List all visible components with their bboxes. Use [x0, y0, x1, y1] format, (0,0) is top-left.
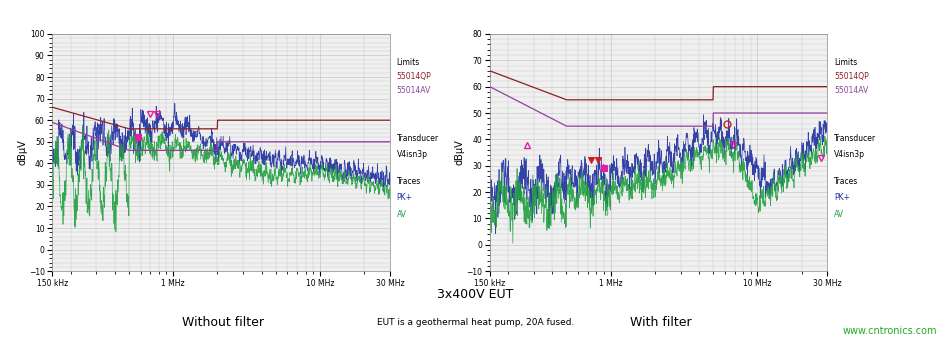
Text: V4isn3p: V4isn3p [834, 151, 865, 159]
Text: 55014AV: 55014AV [834, 86, 868, 95]
Text: PK+: PK+ [834, 193, 850, 202]
Text: With filter: With filter [631, 316, 691, 328]
Y-axis label: dBµV: dBµV [455, 140, 465, 165]
Text: Without filter: Without filter [183, 316, 264, 328]
Text: www.cntronics.com: www.cntronics.com [843, 326, 937, 336]
Text: EUT is a geothermal heat pump, 20A fused.: EUT is a geothermal heat pump, 20A fused… [377, 318, 574, 326]
Text: Limits: Limits [834, 58, 858, 67]
Text: 3x400V EUT: 3x400V EUT [437, 288, 514, 301]
Text: PK+: PK+ [397, 193, 413, 202]
Text: AV: AV [397, 210, 407, 219]
Text: Traces: Traces [397, 177, 421, 185]
Y-axis label: dBµV: dBµV [17, 140, 28, 165]
Text: 55014QP: 55014QP [397, 72, 432, 81]
Text: Traces: Traces [834, 177, 859, 185]
Text: AV: AV [834, 210, 844, 219]
Text: 55014QP: 55014QP [834, 72, 869, 81]
Text: Limits: Limits [397, 58, 420, 67]
Text: 55014AV: 55014AV [397, 86, 431, 95]
Text: V4isn3p: V4isn3p [397, 151, 428, 159]
Text: Transducer: Transducer [834, 134, 876, 143]
Text: Transducer: Transducer [397, 134, 438, 143]
